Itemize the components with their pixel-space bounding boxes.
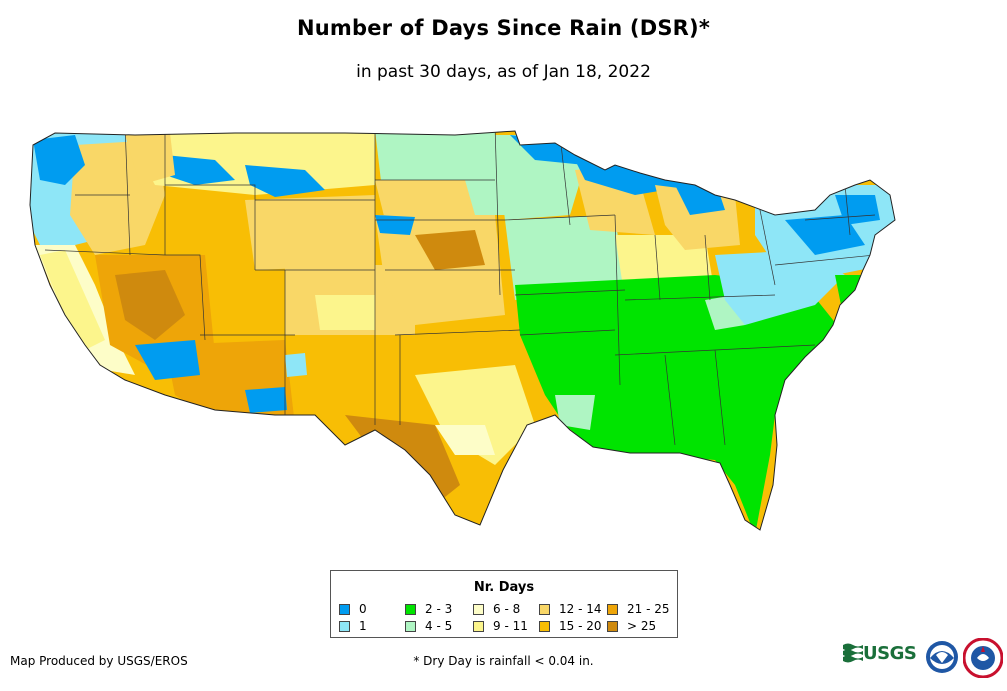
state-boundaries <box>44 131 876 446</box>
region-mid-atlantic-green <box>835 275 875 325</box>
region-montana-blue-2 <box>245 165 325 197</box>
legend: Nr. Days 0 1 2 - 3 4 - 5 6 - 8 9 - 11 12… <box>330 570 678 638</box>
usgs-wave-icon <box>843 643 863 663</box>
legend-label-2: 2 - 3 <box>425 602 453 616</box>
usgs-wordmark: USGS <box>863 642 917 664</box>
map-credit: Map Produced by USGS/EROS <box>10 654 188 668</box>
legend-item-4: 6 - 8 <box>473 602 520 616</box>
region-south-dakota <box>375 180 475 220</box>
noaa-logo <box>926 641 958 673</box>
legend-swatch-8 <box>607 603 618 615</box>
map-title: Number of Days Since Rain (DSR)* <box>296 16 711 40</box>
us-outline <box>29 130 896 531</box>
legend-item-6: 12 - 14 <box>539 602 602 616</box>
legend-label-7: 15 - 20 <box>559 619 602 633</box>
region-wa-coast-blue <box>33 135 85 185</box>
map-subtitle: in past 30 days, as of Jan 18, 2022 <box>356 62 651 82</box>
region-wyoming <box>245 195 375 270</box>
region-az-blue-patch <box>245 387 287 413</box>
legend-item-3: 4 - 5 <box>405 619 452 633</box>
usgs-logo: USGS <box>843 642 917 664</box>
region-nm-blue-patch <box>285 353 307 377</box>
legend-swatch-6 <box>539 603 550 615</box>
legend-label-5: 9 - 11 <box>493 619 528 633</box>
dsr-regions <box>30 131 895 530</box>
region-texas-central <box>415 365 535 465</box>
legend-swatch-4 <box>473 603 484 615</box>
region-vt-nh-blue <box>835 195 880 225</box>
dry-day-footnote: * Dry Day is rainfall < 0.04 in. <box>413 654 594 668</box>
legend-label-4: 6 - 8 <box>493 602 521 616</box>
legend-label-3: 4 - 5 <box>425 619 453 633</box>
dsr-map <box>29 130 896 531</box>
legend-item-8: 21 - 25 <box>607 602 670 616</box>
legend-swatch-5 <box>473 620 484 632</box>
legend-item-7: 15 - 20 <box>539 619 602 633</box>
region-montana-blue <box>165 155 235 185</box>
region-texas-pale <box>435 425 495 455</box>
legend-item-0: 0 <box>339 602 367 616</box>
region-nevada-dark <box>115 270 185 340</box>
legend-item-2: 2 - 3 <box>405 602 452 616</box>
legend-item-1: 1 <box>339 619 367 633</box>
legend-swatch-7 <box>539 620 550 632</box>
legend-swatch-0 <box>339 603 350 615</box>
legend-label-8: 21 - 25 <box>627 602 670 616</box>
region-ca-coast-pale <box>40 250 105 350</box>
legend-swatch-9 <box>607 620 618 632</box>
region-lower-miss-pale <box>555 395 595 430</box>
region-southeast <box>515 275 845 530</box>
region-new-mexico <box>285 335 400 425</box>
legend-label-9: > 25 <box>627 619 657 633</box>
nws-logo <box>963 638 1003 678</box>
legend-item-9: > 25 <box>607 619 656 633</box>
region-iowa-missouri <box>505 215 625 300</box>
legend-label-1: 1 <box>359 619 367 633</box>
region-colorado-pale <box>315 295 375 330</box>
legend-item-5: 9 - 11 <box>473 619 528 633</box>
legend-title: Nr. Days <box>473 580 535 595</box>
region-idaho-north <box>125 133 175 185</box>
legend-swatch-3 <box>405 620 416 632</box>
legend-swatch-2 <box>405 603 416 615</box>
region-rockies-blue <box>375 215 415 235</box>
region-kansas-dark <box>415 230 485 270</box>
legend-label-6: 12 - 14 <box>559 602 602 616</box>
legend-swatch-1 <box>339 620 350 632</box>
legend-label-0: 0 <box>359 602 367 616</box>
region-socal-blue <box>135 340 200 380</box>
